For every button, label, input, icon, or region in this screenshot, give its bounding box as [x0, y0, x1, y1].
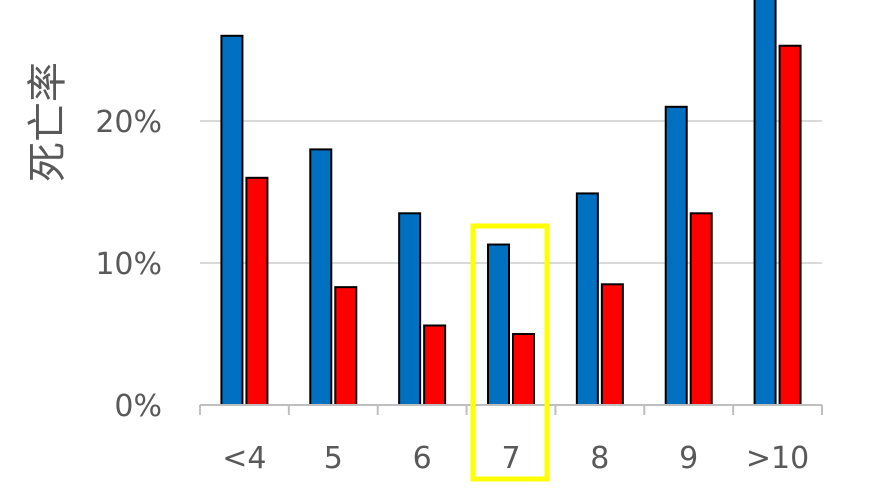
highlight-box: [470, 223, 550, 482]
bar: [575, 192, 599, 406]
x-axis: [199, 404, 823, 415]
x-tick-label: 5: [324, 441, 343, 476]
y-axis-label: 死亡率: [25, 62, 71, 182]
y-tick-label: 10%: [95, 247, 162, 282]
y-tick-label: 0%: [114, 389, 162, 424]
bar: [398, 212, 422, 406]
x-tick-label: 7: [501, 441, 520, 476]
bar: [753, 0, 777, 406]
bar: [778, 44, 802, 407]
gridlines: [200, 120, 822, 264]
y-tick-labels: 0% 10% 20%: [95, 105, 162, 424]
bar: [487, 243, 510, 406]
bar: [600, 283, 624, 406]
bars: [220, 0, 802, 407]
x-tick-labels: <4 5 6 7 8 9 >10: [222, 441, 809, 476]
x-tick-label: <4: [222, 441, 266, 476]
bar: [512, 333, 535, 406]
bar: [309, 148, 333, 406]
x-tick-label: 9: [679, 441, 698, 476]
bar: [334, 286, 358, 407]
bar: [689, 212, 713, 406]
highlight-box-layer: [470, 223, 550, 482]
x-tick-label: 6: [413, 441, 432, 476]
y-tick-label: 20%: [95, 105, 162, 140]
bar: [245, 176, 269, 406]
x-tick-label: 8: [590, 441, 609, 476]
bar: [664, 105, 688, 407]
bar: [220, 34, 244, 407]
bar: [423, 324, 447, 407]
x-tick-label: >10: [746, 441, 809, 476]
